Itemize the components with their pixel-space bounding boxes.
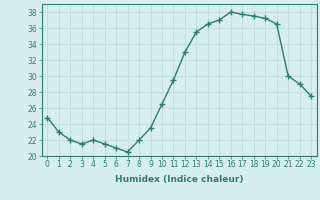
X-axis label: Humidex (Indice chaleur): Humidex (Indice chaleur) [115,175,244,184]
